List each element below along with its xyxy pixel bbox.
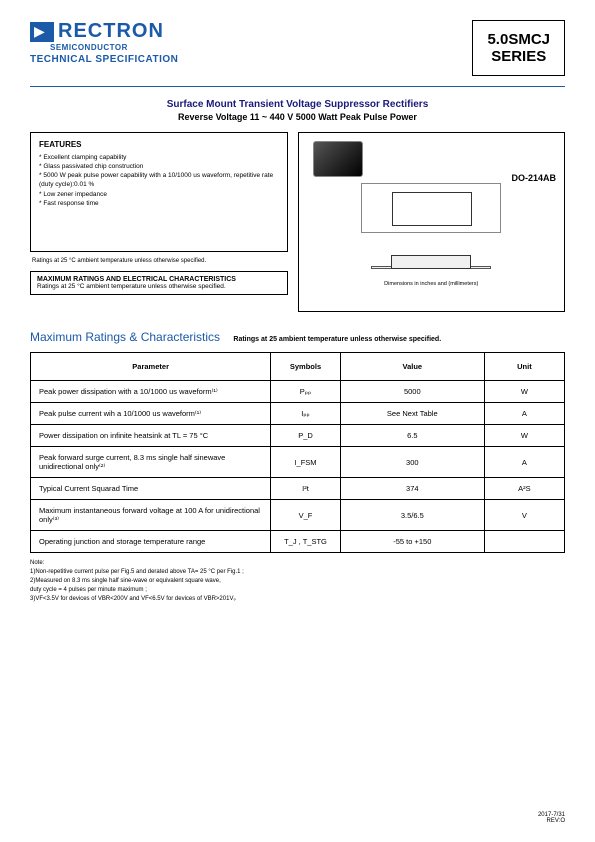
- ratings-tbody: Peak power dissipation with a 10/1000 us…: [31, 381, 565, 553]
- logo-block: RECTRON SEMICONDUCTOR TECHNICAL SPECIFIC…: [30, 20, 178, 65]
- cell-unit: W: [484, 381, 564, 403]
- company-name: RECTRON: [58, 20, 164, 43]
- spec-label: TECHNICAL SPECIFICATION: [30, 54, 178, 65]
- col-unit: Unit: [484, 353, 564, 381]
- cell-sym: P_D: [271, 425, 340, 447]
- feature-item: * Excellent clamping capability: [39, 153, 279, 162]
- dimensions-note: Dimensions in inches and (millimeters): [303, 281, 561, 287]
- table-row: Peak power dissipation with a 10/1000 us…: [31, 381, 565, 403]
- ratings-subtitle: Ratings at 25 ambient temperature unless…: [233, 336, 441, 343]
- table-row: Peak pulse current wih a 10/1000 us wave…: [31, 403, 565, 425]
- cell-param: Peak power dissipation with a 10/1000 us…: [31, 381, 271, 403]
- ratings-section-title: Maximum Ratings & Characteristics Rating…: [30, 330, 565, 344]
- cell-sym: I²t: [271, 478, 340, 500]
- feature-item: * Fast response time: [39, 199, 279, 208]
- note-line: duty cycle = 4 pulses per minute maximum…: [30, 586, 565, 595]
- cell-unit: A²S: [484, 478, 564, 500]
- notes-label: Note:: [30, 559, 565, 568]
- ratings-title-text: Maximum Ratings & Characteristics: [30, 330, 220, 344]
- features-column: FEATURES * Excellent clamping capability…: [30, 132, 288, 312]
- package-chip-outline: [392, 192, 472, 226]
- package-drawing-box: DO-214AB Dimensions in inches and (milli…: [298, 132, 566, 312]
- cell-val: See Next Table: [340, 403, 484, 425]
- mid-row: FEATURES * Excellent clamping capability…: [30, 132, 565, 312]
- cell-param: Peak forward surge current, 8.3 ms singl…: [31, 447, 271, 478]
- table-row: Maximum instantaneous forward voltage at…: [31, 500, 565, 531]
- feature-item: * 5000 W peak pulse power capability wit…: [39, 171, 279, 189]
- cell-param: Peak pulse current wih a 10/1000 us wave…: [31, 403, 271, 425]
- table-row: Operating junction and storage temperatu…: [31, 531, 565, 553]
- max-characteristics-box: MAXIMUM RATINGS AND ELECTRICAL CHARACTER…: [30, 271, 288, 295]
- cell-param: Typical Current Squarad Time: [31, 478, 271, 500]
- cell-val: 374: [340, 478, 484, 500]
- cell-unit: V: [484, 500, 564, 531]
- ratings-note: Ratings at 25 °C ambient temperature unl…: [32, 258, 286, 264]
- feature-item: * Low zener impedance: [39, 190, 279, 199]
- series-line2: SERIES: [487, 48, 550, 65]
- features-title: FEATURES: [39, 139, 279, 150]
- ratings-table: Parameter Symbols Value Unit Peak power …: [30, 352, 565, 553]
- cell-val: 5000: [340, 381, 484, 403]
- col-parameter: Parameter: [31, 353, 271, 381]
- title-block: Surface Mount Transient Voltage Suppress…: [30, 99, 565, 122]
- col-value: Value: [340, 353, 484, 381]
- cell-sym: Pₚₚ: [271, 381, 340, 403]
- package-side-view: [361, 239, 501, 279]
- maxchar-note: Ratings at 25 °C ambient temperature unl…: [37, 283, 281, 290]
- col-symbols: Symbols: [271, 353, 340, 381]
- package-label: DO-214AB: [511, 173, 556, 183]
- cell-val: 3.5/6.5: [340, 500, 484, 531]
- title-sub: Reverse Voltage 11 ~ 440 V 5000 Watt Pea…: [30, 112, 565, 122]
- feature-item: * Glass passivated chip construction: [39, 162, 279, 171]
- series-box: 5.0SMCJ SERIES: [472, 20, 565, 76]
- table-row: Typical Current Squarad TimeI²t374A²S: [31, 478, 565, 500]
- package-top-view: [361, 183, 501, 233]
- cell-sym: Iₚₚ: [271, 403, 340, 425]
- cell-unit: [484, 531, 564, 553]
- title-main: Surface Mount Transient Voltage Suppress…: [30, 99, 565, 110]
- package-photo: [313, 141, 363, 177]
- features-box: FEATURES * Excellent clamping capability…: [30, 132, 288, 252]
- note-line: 1)Non-repetitive current pulse per Fig.5…: [30, 568, 565, 577]
- cell-val: 300: [340, 447, 484, 478]
- cell-param: Operating junction and storage temperatu…: [31, 531, 271, 553]
- table-row: Peak forward surge current, 8.3 ms singl…: [31, 447, 565, 478]
- series-line1: 5.0SMCJ: [487, 31, 550, 48]
- cell-unit: A: [484, 447, 564, 478]
- cell-param: Maximum instantaneous forward voltage at…: [31, 500, 271, 531]
- cell-val: 6.5: [340, 425, 484, 447]
- cell-sym: I_FSM: [271, 447, 340, 478]
- maxchar-title: MAXIMUM RATINGS AND ELECTRICAL CHARACTER…: [37, 276, 281, 283]
- rectron-logo-icon: [30, 22, 54, 42]
- cell-unit: A: [484, 403, 564, 425]
- table-row: Power dissipation on infinite heatsink a…: [31, 425, 565, 447]
- table-header-row: Parameter Symbols Value Unit: [31, 353, 565, 381]
- cell-val: -55 to +150: [340, 531, 484, 553]
- company-sub: SEMICONDUCTOR: [50, 43, 178, 52]
- notes-block: Note: 1)Non-repetitive current pulse per…: [30, 559, 565, 604]
- header-rule: [30, 86, 565, 87]
- note-line: 2)Measured on 8.3 ms single half sine-wa…: [30, 577, 565, 586]
- page-header: RECTRON SEMICONDUCTOR TECHNICAL SPECIFIC…: [0, 0, 595, 86]
- cell-unit: W: [484, 425, 564, 447]
- footer-rev: REV:O: [538, 818, 565, 824]
- cell-sym: T_J , T_STG: [271, 531, 340, 553]
- cell-sym: V_F: [271, 500, 340, 531]
- package-body: [391, 255, 471, 269]
- note-line: 3)VF<3.5V for devices of VBR<200V and VF…: [30, 595, 565, 604]
- cell-param: Power dissipation on infinite heatsink a…: [31, 425, 271, 447]
- page-footer: 2017-7/31 REV:O: [538, 812, 565, 824]
